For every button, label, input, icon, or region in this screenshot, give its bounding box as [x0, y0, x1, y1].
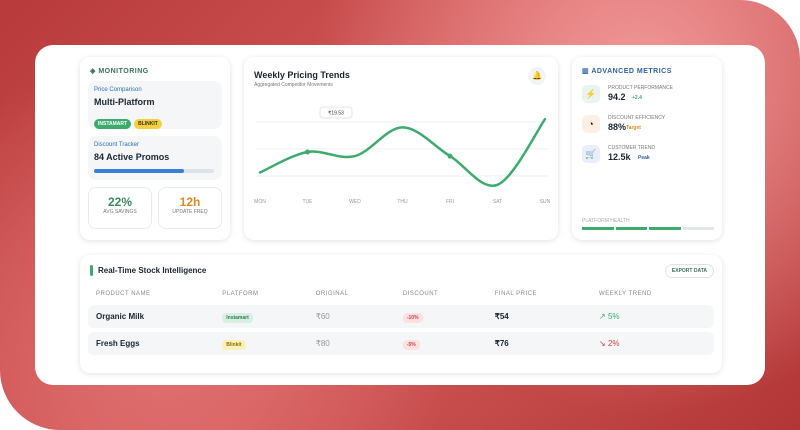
badge: BLINKIT — [134, 119, 162, 129]
metric-note: Target — [626, 125, 641, 131]
column-header: WEEKLY TREND — [599, 291, 652, 297]
discount-card: Discount Tracker 84 Active Promos — [88, 136, 222, 180]
metrics-panel: ▥ ADVANCED METRICS ⚡ PRODUCT PERFORMANCE 9… — [572, 57, 722, 240]
x-tick-label: SAT — [493, 199, 502, 205]
x-tick-label: WED — [349, 199, 361, 205]
cell: Organic Milk — [88, 305, 215, 328]
tooltip-text: ₹19.53 — [328, 110, 344, 116]
column-header: PLATFORM — [222, 291, 259, 297]
row: Fresh Eggs Blinkit ₹80 -5% ₹76 ↘ 2% — [88, 332, 714, 355]
cell: ₹54 — [486, 305, 592, 328]
progress-track — [94, 169, 214, 173]
metric-value: 88% — [608, 122, 627, 132]
cell: Blinkit — [214, 332, 308, 355]
progress-bar — [94, 169, 184, 173]
chart-subtitle: Aggregated Competitor Movements — [254, 82, 333, 88]
metric: ⚡ PRODUCT PERFORMANCE 94.2 +2.4 — [582, 83, 712, 109]
cell-text: ↗ 5% — [599, 312, 620, 321]
column-header: DISCOUNT — [402, 291, 439, 297]
row: Organic Milk Instamart ₹60 -10% ₹54 ↗ 5% — [88, 305, 714, 328]
cell: -10% — [394, 305, 487, 328]
point — [447, 153, 453, 159]
metric: ◔ DISCOUNT EFFICIENCY 88% Target — [582, 113, 712, 139]
label: UPDATE FREQ — [172, 209, 208, 215]
cell: ↘ 2% — [591, 332, 714, 355]
title: Multi-Platform — [94, 97, 155, 107]
cell-text: Fresh Eggs — [96, 339, 140, 348]
value: 12h — [179, 195, 201, 209]
line-chart: ₹19.53 MON TUE WED THU FRI SAT SUN — [254, 106, 551, 205]
table-title: Real-Time Stock Intelligence — [98, 266, 207, 275]
x-tick-label: SUN — [540, 199, 551, 205]
column-header: FINAL PRICE — [494, 291, 538, 297]
cell: Instamart — [214, 305, 308, 328]
column-header: ORIGINAL — [315, 291, 349, 297]
label: ADVANCED METRICS — [591, 68, 672, 75]
metric-value: 94.2 — [608, 92, 626, 102]
metric-note: Peak — [638, 155, 650, 161]
cell-text: Organic Milk — [96, 312, 145, 321]
dashboard: ◈ MONITORING Price Comparison Multi-Plat… — [35, 45, 765, 385]
cell: ₹80 — [307, 332, 395, 355]
x-tick-label: THU — [397, 199, 408, 205]
cell-text: ₹76 — [494, 339, 509, 348]
table-panel: Real-Time Stock Intelligence EXPORT DATA… — [80, 255, 722, 373]
discount-badge: -10% — [402, 313, 423, 323]
metric-label: DISCOUNT EFFICIENCY — [608, 115, 666, 121]
price-card: Price Comparison Multi-Platform INSTAMAR… — [88, 81, 222, 129]
cell-text: ₹60 — [315, 312, 330, 321]
metric: 🛒 CUSTOMER TREND 12.5k Peak — [582, 143, 712, 169]
section-title: ◈ MONITORING — [90, 68, 149, 75]
chart-title: Weekly Pricing Trends — [254, 70, 350, 80]
metric-label: PRODUCT PERFORMANCE — [608, 85, 673, 91]
platform-badge: Blinkit — [222, 340, 246, 350]
cell-text: ₹80 — [315, 339, 330, 348]
bell-button[interactable]: 🔔 — [528, 67, 546, 85]
metric-icon: 🛒 — [582, 145, 600, 163]
cell: Fresh Eggs — [88, 332, 215, 355]
label: PLATFORM HEALTH — [582, 218, 630, 224]
label: Price Comparison — [94, 87, 142, 93]
section-title: ▥ ADVANCED METRICS — [582, 68, 672, 75]
metric-label: CUSTOMER TREND — [608, 145, 656, 151]
metric-icon: ◔ — [582, 115, 600, 133]
point — [305, 149, 310, 155]
cell: ↗ 5% — [591, 305, 714, 328]
x-tick-label: MON — [254, 199, 266, 205]
chart-panel: Weekly Pricing Trends Aggregated Competi… — [244, 57, 558, 240]
x-tick-label: TUE — [303, 199, 314, 205]
cell-text: ₹54 — [494, 312, 509, 321]
cell: ₹60 — [307, 305, 395, 328]
badge: INSTAMART — [94, 119, 132, 129]
metric-value: 12.5k — [608, 152, 631, 162]
stat: 22% AVG SAVINGS — [88, 187, 152, 229]
tooltip — [319, 106, 353, 119]
health-bar — [582, 227, 714, 230]
title: 84 Active Promos — [94, 152, 170, 162]
metric-note: +2.4 — [632, 95, 642, 101]
column-header: PRODUCT NAME — [96, 291, 151, 297]
label: MONITORING — [98, 68, 149, 75]
export-button[interactable]: EXPORT DATA — [664, 264, 714, 278]
cell: ₹76 — [486, 332, 592, 355]
stat: 12h UPDATE FREQ — [158, 187, 222, 229]
value: 22% — [107, 195, 133, 209]
discount-badge: -5% — [402, 340, 420, 350]
cell-text: ↘ 2% — [599, 339, 620, 348]
monitoring-panel: ◈ MONITORING Price Comparison Multi-Plat… — [80, 57, 230, 240]
label: Discount Tracker — [94, 142, 140, 148]
platform-badge: Instamart — [222, 313, 253, 323]
table: PRODUCT NAME PLATFORM ORIGINAL DISCOUNT FINA… — [88, 283, 714, 359]
x-tick-label: FRI — [446, 199, 454, 205]
label: AVG SAVINGS — [103, 209, 137, 215]
metric-icon: ⚡ — [582, 85, 600, 103]
cell: -5% — [394, 332, 487, 355]
